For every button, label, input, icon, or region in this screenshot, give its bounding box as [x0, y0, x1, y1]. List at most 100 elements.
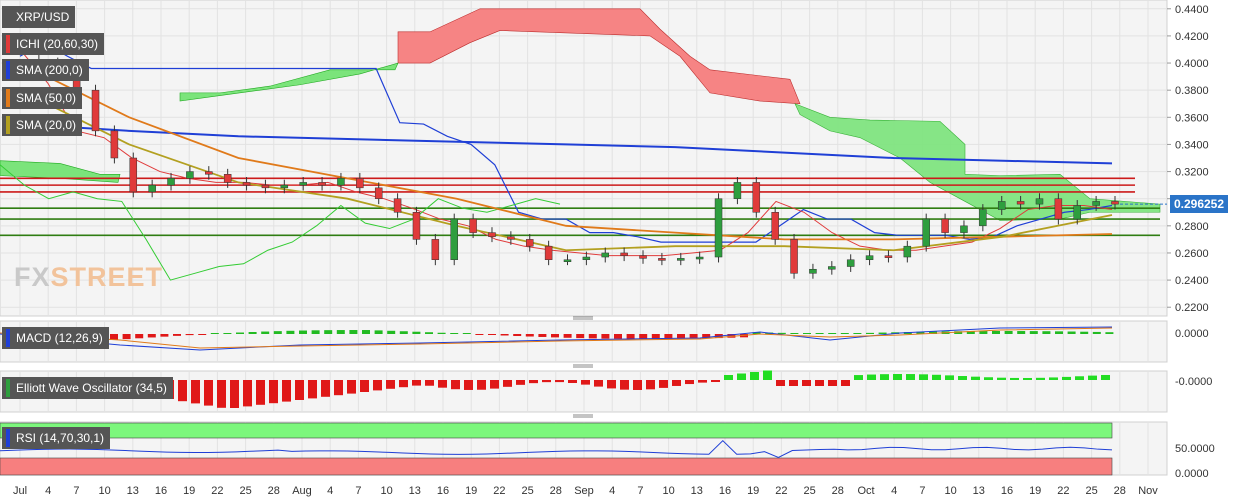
candle-body: [205, 171, 213, 175]
macd-histogram-bar: [525, 334, 534, 337]
ichimoku-chikou-line: [0, 164, 561, 281]
macd-histogram-bar: [147, 334, 156, 338]
ewo-histogram-bar: [620, 380, 629, 390]
macd-histogram-bar: [866, 332, 874, 334]
candle-body: [960, 225, 968, 233]
candle-body: [1092, 201, 1100, 206]
candle-body: [658, 258, 666, 261]
ewo-histogram-bar: [373, 380, 382, 391]
last-price-tag: 0.296252: [1170, 195, 1228, 213]
legend-sma200[interactable]: SMA (200,0): [2, 59, 89, 81]
x-tick-label: 16: [155, 485, 167, 497]
macd-histogram-bar: [702, 334, 711, 339]
candle-body: [186, 171, 194, 179]
ewo-histogram-bar: [763, 370, 772, 380]
macd-histogram-bar: [185, 334, 194, 336]
ewo-histogram-bar: [230, 380, 239, 408]
macd-histogram-bar: [437, 332, 446, 334]
macd-histogram-bar: [878, 332, 887, 334]
ewo-histogram-bar: [204, 380, 213, 406]
macd-histogram-bar: [840, 333, 849, 334]
ewo-histogram-bar: [659, 380, 668, 388]
x-tick-label: Aug: [292, 485, 312, 497]
legend-ichimoku[interactable]: ICHI (20,60,30): [2, 33, 105, 55]
ewo-histogram-bar: [802, 380, 811, 386]
x-tick-label: 25: [1085, 485, 1097, 497]
candle-body: [1073, 205, 1081, 220]
ichimoku-cloud-bear: [397, 8, 801, 105]
ewo-histogram-bar: [1023, 377, 1032, 380]
candle-body: [318, 182, 326, 186]
macd-histogram-bar: [664, 334, 673, 339]
macd-histogram-bar: [362, 330, 370, 334]
candle-body: [677, 258, 685, 261]
ichimoku-swatch: [6, 35, 10, 53]
macd-histogram-bar: [588, 334, 597, 339]
x-tick-label: 28: [832, 485, 844, 497]
ewo-histogram-bar: [1036, 377, 1045, 380]
ewo-histogram-bar: [724, 375, 733, 380]
candle-body: [148, 184, 156, 193]
rsi-line: [0, 439, 1113, 458]
macd-histogram-bar: [626, 334, 635, 339]
legend-ewo[interactable]: Elliott Wave Oscillator (34,5): [2, 377, 173, 399]
ewo-histogram-bar: [191, 380, 200, 404]
ewo-histogram-bar: [516, 380, 525, 385]
x-tick-label: 25: [803, 485, 815, 497]
candle-body: [771, 212, 779, 240]
macd-histogram-bar: [110, 334, 118, 340]
macd-histogram-bar: [803, 333, 811, 334]
ewo-histogram-bar: [581, 380, 590, 385]
ewo-histogram-bar: [399, 380, 408, 388]
macd-histogram-bar: [677, 334, 685, 339]
x-tick-label: 16: [1001, 485, 1013, 497]
x-tick-label: 4: [45, 485, 51, 497]
legend-sma50[interactable]: SMA (50,0): [2, 87, 83, 109]
candle-body: [695, 256, 704, 260]
y-tick-label: 0.4000: [1175, 58, 1209, 70]
ewo-histogram-bar: [243, 380, 252, 407]
macd-histogram-bar: [1017, 331, 1026, 334]
candle-body: [922, 218, 930, 247]
macd-histogram-bar: [1080, 331, 1089, 334]
macd-histogram-bar: [336, 330, 345, 334]
ewo-histogram-bar: [555, 380, 564, 383]
macd-histogram-bar: [689, 334, 698, 339]
legend-macd[interactable]: MACD (12,26,9): [2, 327, 109, 349]
ewo-histogram-bar: [308, 380, 317, 399]
legend-sma20[interactable]: SMA (20,0): [2, 114, 83, 136]
macd-histogram-bar: [929, 331, 937, 334]
ewo-histogram-bar: [334, 380, 343, 396]
ichimoku-kijun-line: [19, 42, 1113, 243]
macd-histogram-bar: [916, 331, 925, 334]
macd-histogram-bar: [1092, 331, 1101, 334]
macd-histogram-bar: [639, 334, 648, 339]
ewo-histogram-bar: [880, 374, 889, 380]
candle-body: [790, 239, 798, 274]
macd-histogram-bar: [349, 330, 358, 334]
y-tick-label: 0.3800: [1175, 85, 1209, 97]
ewo-histogram-bar: [776, 380, 785, 386]
ewo-histogram-bar: [269, 380, 278, 404]
ewo-histogram-bar: [1088, 375, 1097, 380]
candle-body: [563, 259, 572, 262]
candle-body: [507, 236, 515, 240]
macd-histogram-bar: [601, 334, 610, 339]
macd-histogram-bar: [1055, 331, 1063, 334]
ewo-histogram-bar: [490, 380, 499, 389]
macd-line: [0, 326, 1113, 351]
x-tick-label: 4: [327, 485, 333, 497]
macd-histogram-bar: [324, 330, 333, 334]
ewo-histogram-bar: [685, 380, 694, 385]
candle-body: [809, 268, 817, 274]
ewo-histogram-bar: [932, 374, 941, 380]
ewo-histogram-bar: [711, 380, 720, 383]
legend-rsi[interactable]: RSI (14,70,30,1): [2, 427, 111, 449]
macd-histogram-bar: [551, 334, 559, 338]
macd-histogram-bar: [614, 334, 622, 339]
macd-histogram-bar: [513, 334, 522, 337]
ewo-histogram-bar: [854, 375, 863, 380]
macd-histogram-bar: [777, 332, 786, 334]
candle-body: [393, 198, 402, 213]
